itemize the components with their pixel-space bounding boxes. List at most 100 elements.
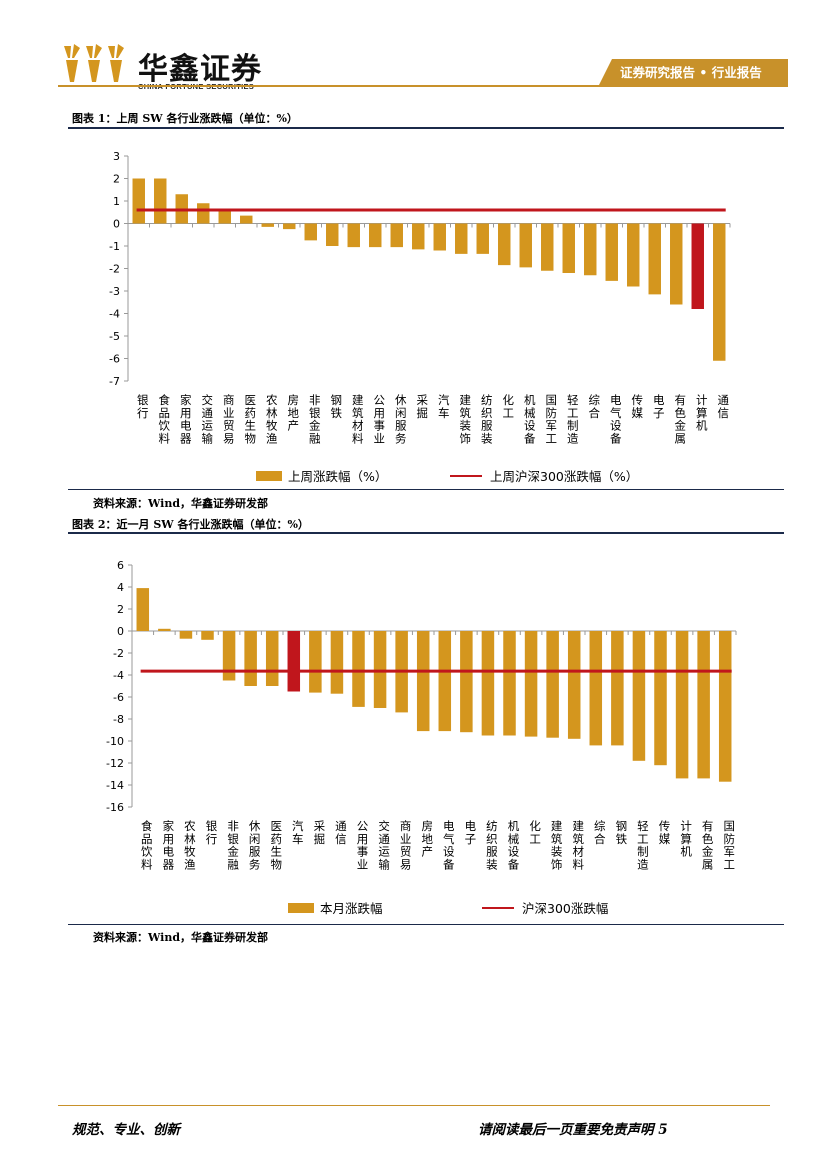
y-tick-label: -2: [113, 647, 124, 660]
logo-emblem-icon: [64, 44, 124, 82]
bar-非银金融: [222, 631, 236, 681]
x-tick-label: 房地产: [421, 819, 433, 859]
x-tick-label: 商业贸易: [223, 393, 235, 445]
bar-农林牧渔: [261, 223, 274, 227]
x-tick-label: 建筑装饰: [460, 393, 472, 445]
x-tick-label: 休闲服务: [395, 393, 407, 445]
bar-计算机: [675, 631, 689, 779]
chart-weekly-industry-returns: 3 2 1 0 -1 -2 -3 -4 -5 -6 -7 银行食品饮料家用电器交通运输商业贸易医药生物…: [109, 150, 731, 484]
legend-label-line: 上周沪深300涨跌幅（%）: [490, 469, 638, 484]
bar-综合: [589, 631, 603, 746]
y-tick-label: -12: [106, 757, 124, 770]
y-tick-label: 2: [113, 173, 120, 186]
x-tick-label: 轻工制造: [567, 393, 579, 445]
bar-计算机: [691, 223, 704, 309]
y-tick-label: 3: [113, 150, 120, 163]
bar-钢铁: [611, 631, 624, 746]
bar-化工: [498, 223, 511, 266]
bar-建筑材料: [347, 223, 360, 248]
figure1-bottom-rule: [68, 489, 784, 490]
bar-采掘: [309, 631, 322, 693]
bar-建筑装饰: [546, 631, 559, 738]
x-tick-label: 银行: [137, 393, 149, 420]
figure2-title: 图表 2：近一月 SW 各行业涨跌幅（单位：%）: [72, 518, 309, 531]
y-tick-label: -6: [113, 691, 124, 704]
x-tick-label: 国防军工: [723, 819, 735, 871]
x-tick-label: 非银金融: [227, 819, 239, 871]
y-tick-label: 1: [113, 195, 120, 208]
y-tick-label: -3: [109, 285, 120, 298]
bar-纺织服装: [481, 631, 495, 736]
x-tick-label: 采掘: [417, 393, 429, 420]
x-tick-label: 建筑材料: [352, 393, 364, 445]
bar-电子: [648, 223, 661, 295]
bar-通信: [330, 631, 344, 694]
bar-汽车: [433, 223, 446, 251]
legend-label-bar: 上周涨跌幅（%）: [288, 469, 387, 484]
bar-电气设备: [438, 631, 452, 732]
y-tick-label: -16: [106, 801, 124, 814]
bar-房地产: [283, 223, 296, 230]
x-tick-label: 钢铁: [331, 393, 343, 420]
x-tick-label: 交通运输: [202, 393, 214, 445]
bar-食品饮料: [136, 588, 150, 631]
y-tick-label: -4: [113, 669, 124, 682]
x-tick-label: 家用电器: [163, 819, 175, 871]
x-tick-label: 电气设备: [610, 393, 622, 445]
footer-rule: [58, 1105, 770, 1106]
bar-医药生物: [240, 215, 253, 224]
x-tick-label: 轻工制造: [637, 819, 649, 871]
figure1-source: 资料来源：Wind，华鑫证券研发部: [93, 497, 269, 510]
chart-monthly-industry-returns: 6 4 2 0 -2 -4 -6 -8 -10 -12 -14 -16 食品饮料家用电器农林牧渔银行非银…: [106, 559, 737, 916]
y-tick-label: -1: [109, 240, 120, 253]
x-tick-label: 钢铁: [616, 819, 628, 846]
x-tick-label: 化工: [503, 393, 515, 420]
x-tick-label: 化工: [529, 819, 541, 846]
x-tick-label: 公用事业: [374, 393, 386, 445]
x-tick-label: 综合: [589, 393, 601, 420]
y-tick-label: 4: [117, 581, 124, 594]
y-tick-label: -7: [109, 375, 120, 388]
bar-休闲服务: [244, 631, 257, 686]
x-tick-label: 机械设备: [524, 393, 536, 445]
bar-医药生物: [265, 631, 279, 686]
header-rule: [58, 85, 788, 87]
x-tick-label: 纺织服装: [481, 393, 493, 445]
bar-钢铁: [326, 223, 339, 246]
x-tick-label: 有色金属: [675, 393, 687, 445]
y-tick-label: 0: [113, 218, 120, 231]
bar-银行: [201, 631, 214, 640]
x-tick-label: 家用电器: [180, 393, 192, 445]
x-tick-label: 计算机: [680, 819, 692, 859]
x-tick-label: 传媒: [632, 393, 644, 420]
x-tick-label: 电子: [653, 393, 665, 420]
x-tick-label: 纺织服装: [486, 819, 498, 871]
bar-休闲服务: [390, 223, 403, 248]
bar-农林牧渔: [179, 631, 193, 639]
x-tick-label: 医药生物: [245, 393, 257, 445]
bar-国防军工: [718, 631, 732, 782]
bar-房地产: [416, 631, 430, 732]
bar-通信: [713, 223, 726, 361]
x-tick-label: 食品饮料: [159, 393, 171, 445]
x-tick-label: 农林牧渔: [266, 393, 278, 445]
x-tick-label: 非银金融: [309, 393, 321, 445]
figure2-source: 资料来源：Wind，华鑫证券研发部: [93, 931, 269, 944]
x-tick-label: 商业贸易: [400, 819, 412, 871]
bar-电气设备: [605, 223, 618, 281]
y-tick-label: 2: [117, 603, 124, 616]
bar-国防军工: [541, 223, 554, 271]
x-tick-label: 汽车: [292, 819, 304, 846]
figure2-title-rule: [68, 532, 784, 534]
y-tick-label: 0: [117, 625, 124, 638]
legend-swatch-bar: [288, 903, 314, 913]
x-tick-label: 通信: [718, 393, 730, 420]
x-tick-label: 交通运输: [378, 819, 390, 871]
legend-label-line: 沪深300涨跌幅: [522, 901, 608, 916]
bar-机械设备: [503, 631, 516, 736]
x-tick-label: 汽车: [438, 393, 450, 420]
y-tick-label: -10: [106, 735, 124, 748]
x-tick-label: 计算机: [696, 393, 708, 433]
bar-食品饮料: [154, 178, 167, 224]
bar-轻工制造: [632, 631, 646, 761]
